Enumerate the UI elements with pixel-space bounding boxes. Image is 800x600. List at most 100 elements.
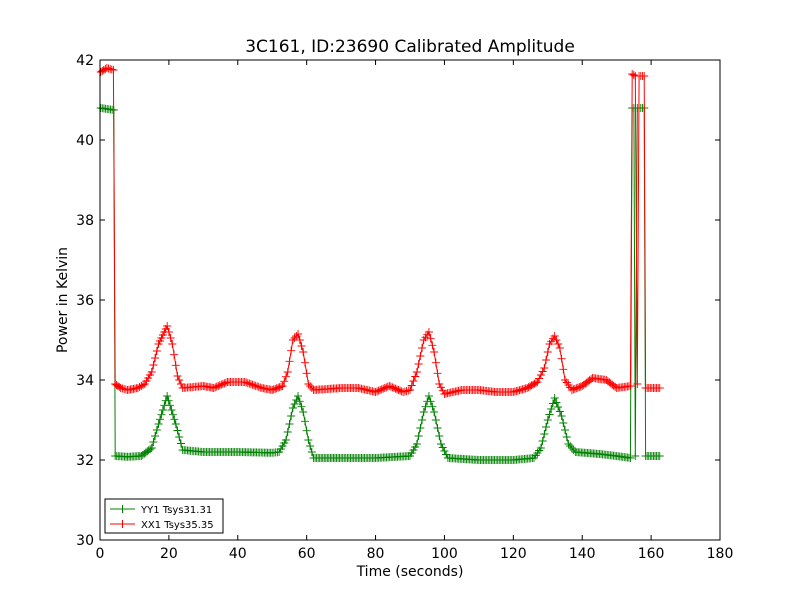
data-point [536,444,545,452]
data-point [280,377,289,386]
x-tick-label: 100 [431,546,458,562]
data-point [290,334,299,342]
data-point [418,344,427,352]
chart-title: 3C161, ID:23690 Calibrated Amplitude [245,37,575,57]
data-point [404,386,413,395]
data-point [168,410,177,419]
legend-label: XX1 Tsys35.35 [141,520,214,531]
data-point [102,64,111,72]
data-point [152,347,161,355]
data-point [294,392,303,400]
data-point [543,416,552,424]
data-point [292,332,301,340]
data-point [168,340,177,348]
data-point [426,334,435,343]
data-point [146,445,155,454]
data-point [248,380,257,389]
data-point [137,382,146,390]
data-point [163,392,172,400]
y-axis-title: Power in Kelvin [55,247,71,353]
data-point [437,440,445,448]
data-point [164,396,173,405]
data-point [626,382,635,390]
data-point [299,348,308,356]
data-point [147,368,156,376]
legend-label: YY1 Tsys31.31 [140,505,212,516]
data-point [550,394,559,402]
data-point [158,406,167,414]
data-point [569,446,578,454]
data-point [402,387,411,395]
y-tick-label: 36 [76,293,94,309]
data-point [412,440,421,448]
data-point [299,408,308,416]
data-point [307,448,316,456]
data-point [302,369,311,378]
data-point [399,388,408,396]
x-tick-label: 60 [298,546,316,562]
data-point [170,415,179,424]
data-point [545,410,554,419]
data-point [419,408,428,416]
y-tick-label: 38 [76,213,94,229]
series-1 [96,104,664,464]
data-point [437,383,445,392]
data-point [253,382,262,391]
data-point [531,378,540,387]
data-point [302,426,311,435]
data-point [166,334,175,342]
data-point [116,384,125,392]
data-point [542,356,551,364]
data-point [424,392,433,400]
data-point [440,447,449,455]
data-point [139,381,148,389]
data-point [433,369,442,378]
data-point [155,415,164,424]
data-point [245,379,254,388]
data-point [538,437,547,445]
data-point [107,65,116,74]
data-point [307,384,316,392]
data-point [295,336,304,344]
data-point [536,371,545,379]
data-point [566,442,575,450]
data-point [164,328,173,336]
data-point [157,410,166,419]
data-point [304,380,313,388]
data-point [297,342,306,350]
data-point [626,454,635,462]
data-point [282,372,290,381]
data-point [285,420,294,428]
data-point [292,396,301,404]
data-point [170,350,179,359]
data-point [567,444,576,452]
data-point [564,440,573,448]
data-point [283,428,292,436]
legend-marker [118,520,127,528]
data-point [418,416,427,424]
data-point [550,332,559,340]
data-point [631,452,640,460]
data-point [412,368,421,376]
data-point [173,426,182,435]
data-point [288,336,297,344]
data-point [557,354,566,363]
data-point [106,65,115,73]
data-point [430,408,439,416]
x-tick-label: 120 [500,546,527,562]
data-point [246,380,255,389]
data-point [104,64,113,73]
data-point [243,379,252,388]
data-point [171,420,180,428]
data-point [175,376,184,384]
data-point [282,436,290,444]
data-point [540,430,549,438]
data-point [407,381,416,390]
data-point [557,412,566,420]
data-point [300,358,309,367]
data-point [133,384,142,392]
data-point [428,402,437,411]
data-point [287,346,296,355]
x-tick-label: 160 [638,546,665,562]
